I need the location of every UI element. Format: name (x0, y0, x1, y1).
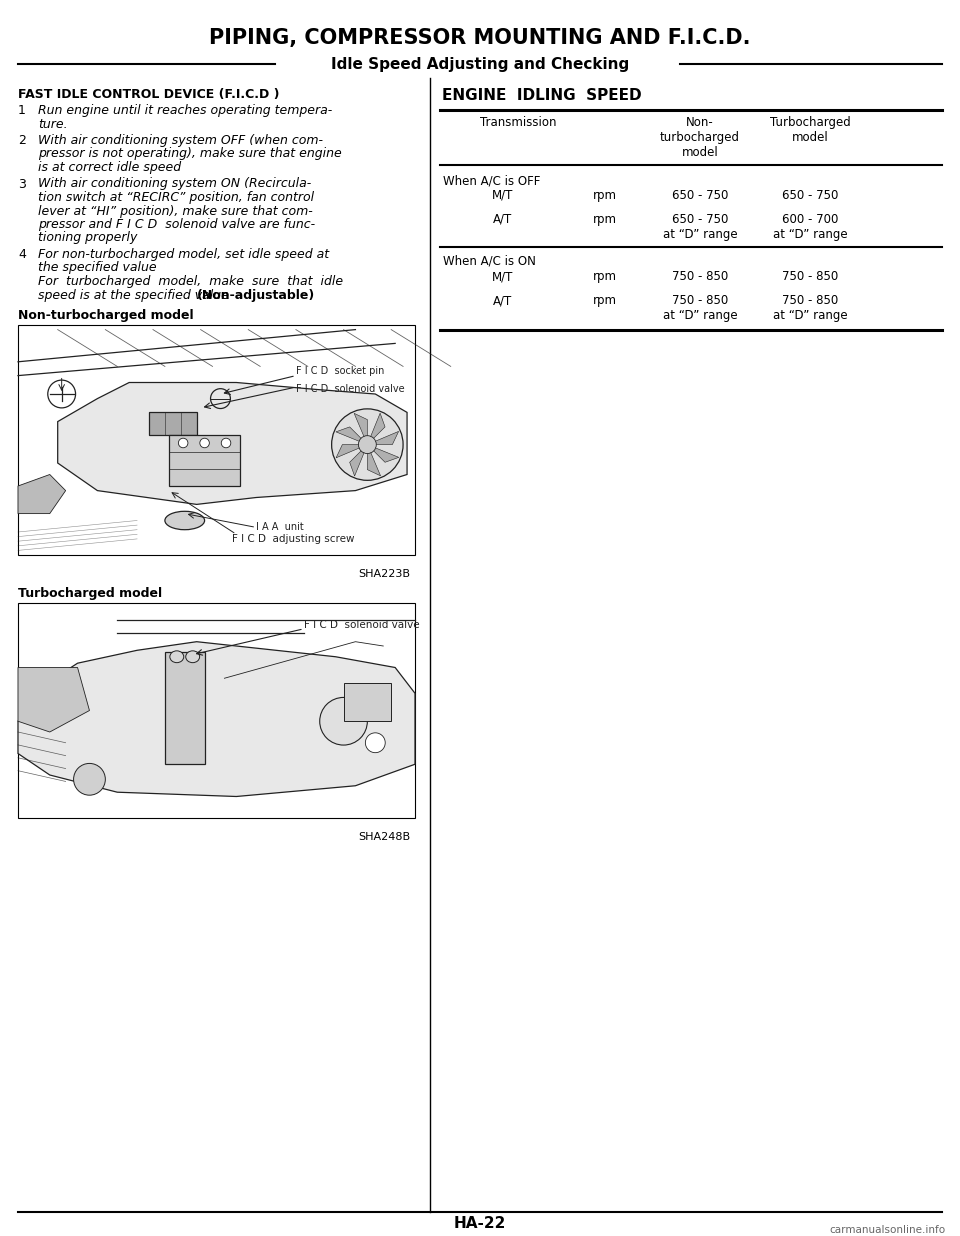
Polygon shape (336, 426, 368, 445)
Text: speed is at the specified value: speed is at the specified value (38, 288, 237, 302)
Text: 650 - 750
at “D” range: 650 - 750 at “D” range (662, 213, 737, 241)
Circle shape (320, 697, 368, 745)
Text: carmanualsonline.info: carmanualsonline.info (828, 1225, 945, 1235)
Polygon shape (349, 445, 368, 476)
Text: 600 - 700
at “D” range: 600 - 700 at “D” range (773, 213, 848, 241)
Text: rpm: rpm (593, 294, 617, 307)
Ellipse shape (170, 651, 183, 662)
Text: Idle Speed Adjusting and Checking: Idle Speed Adjusting and Checking (331, 57, 629, 72)
Polygon shape (58, 382, 407, 504)
Text: 750 - 850
at “D” range: 750 - 850 at “D” range (662, 294, 737, 323)
Text: M/T: M/T (492, 269, 514, 283)
Bar (18, 325, 415, 555)
Text: When A/C is ON: When A/C is ON (443, 255, 536, 268)
Polygon shape (336, 445, 368, 457)
Bar (18, 325, 415, 555)
Text: 750 - 850
at “D” range: 750 - 850 at “D” range (773, 294, 848, 323)
Text: Run engine until it reaches operating tempera-: Run engine until it reaches operating te… (38, 104, 332, 117)
Text: For  turbocharged  model,  make  sure  that  idle: For turbocharged model, make sure that i… (38, 274, 343, 288)
Text: HA-22: HA-22 (454, 1216, 506, 1231)
Text: When A/C is OFF: When A/C is OFF (443, 174, 540, 187)
Bar (149, 413, 197, 435)
Text: ENGINE  IDLING  SPEED: ENGINE IDLING SPEED (442, 88, 641, 103)
Text: A/T: A/T (493, 294, 513, 307)
Text: (Non-adjustable): (Non-adjustable) (197, 288, 315, 302)
Polygon shape (368, 445, 398, 462)
Text: lever at “HI” position), make sure that com-: lever at “HI” position), make sure that … (38, 204, 313, 218)
Text: Turbocharged model: Turbocharged model (18, 587, 162, 599)
Text: I A A  unit: I A A unit (256, 523, 304, 533)
Polygon shape (368, 413, 385, 445)
Polygon shape (368, 431, 398, 445)
Text: SHA248B: SHA248B (358, 832, 410, 842)
Circle shape (331, 409, 403, 481)
Text: M/T: M/T (492, 189, 514, 201)
Text: 1: 1 (18, 104, 26, 117)
Text: FAST IDLE CONTROL DEVICE (F.I.C.D ): FAST IDLE CONTROL DEVICE (F.I.C.D ) (18, 88, 279, 101)
Text: Non-turbocharged model: Non-turbocharged model (18, 309, 194, 323)
Ellipse shape (165, 512, 204, 530)
Circle shape (358, 435, 376, 454)
Text: For non-turbocharged model, set idle speed at: For non-turbocharged model, set idle spe… (38, 248, 329, 261)
Text: Non-
turbocharged
model: Non- turbocharged model (660, 116, 740, 159)
Polygon shape (18, 475, 65, 514)
Bar (344, 682, 391, 722)
Text: 2: 2 (18, 133, 26, 147)
Circle shape (200, 439, 209, 447)
Text: tion switch at “RECIRC” position, fan control: tion switch at “RECIRC” position, fan co… (38, 192, 314, 204)
Text: F I C D  adjusting screw: F I C D adjusting screw (232, 534, 355, 544)
Text: With air conditioning system ON (Recircula-: With air conditioning system ON (Recircu… (38, 178, 311, 190)
Text: rpm: rpm (593, 269, 617, 283)
Polygon shape (368, 445, 380, 476)
Text: is at correct idle speed: is at correct idle speed (38, 161, 181, 174)
Text: F I C D  solenoid valve: F I C D solenoid valve (303, 619, 420, 629)
Text: pressor and F I C D  solenoid valve are func-: pressor and F I C D solenoid valve are f… (38, 218, 315, 231)
Polygon shape (354, 413, 368, 445)
Text: 750 - 850: 750 - 850 (781, 269, 838, 283)
Text: the specified value: the specified value (38, 262, 156, 274)
Text: Transmission: Transmission (480, 116, 556, 129)
Text: 650 - 750: 650 - 750 (672, 189, 729, 201)
Polygon shape (18, 641, 415, 796)
Bar (18, 603, 415, 818)
Circle shape (179, 439, 188, 447)
Bar (169, 435, 240, 486)
Ellipse shape (185, 651, 200, 662)
Text: 4: 4 (18, 248, 26, 261)
Circle shape (74, 764, 106, 795)
Text: A/T: A/T (493, 213, 513, 226)
Text: 3: 3 (18, 178, 26, 190)
Text: SHA223B: SHA223B (358, 569, 410, 578)
Circle shape (221, 439, 230, 447)
Text: rpm: rpm (593, 213, 617, 226)
Text: pressor is not operating), make sure that engine: pressor is not operating), make sure tha… (38, 147, 342, 161)
Text: F I C D  solenoid valve: F I C D solenoid valve (296, 384, 404, 394)
Polygon shape (18, 667, 89, 732)
Text: 650 - 750: 650 - 750 (781, 189, 838, 201)
Bar (165, 653, 204, 764)
Text: Turbocharged
model: Turbocharged model (770, 116, 851, 145)
Text: tioning properly: tioning properly (38, 231, 137, 245)
Text: ture.: ture. (38, 117, 67, 131)
Text: rpm: rpm (593, 189, 617, 201)
Text: F I C D  socket pin: F I C D socket pin (296, 366, 384, 376)
Text: PIPING, COMPRESSOR MOUNTING AND F.I.C.D.: PIPING, COMPRESSOR MOUNTING AND F.I.C.D. (209, 28, 751, 48)
Circle shape (366, 733, 385, 753)
Text: 750 - 850: 750 - 850 (672, 269, 728, 283)
Text: With air conditioning system OFF (when com-: With air conditioning system OFF (when c… (38, 133, 323, 147)
